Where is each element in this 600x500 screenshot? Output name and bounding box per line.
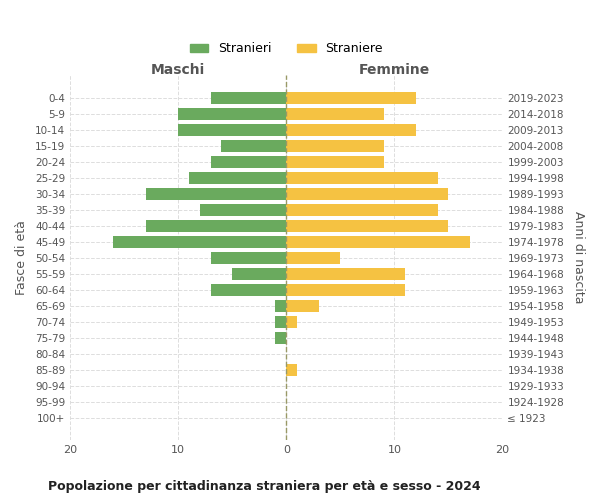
Bar [146, 220, 286, 232]
Bar [286, 316, 297, 328]
Bar [178, 124, 286, 136]
Bar [211, 284, 286, 296]
Bar [178, 108, 286, 120]
Bar [211, 252, 286, 264]
Bar [286, 268, 405, 280]
Bar [275, 300, 286, 312]
Bar [286, 252, 340, 264]
Bar [286, 220, 448, 232]
Text: Femmine: Femmine [359, 62, 430, 76]
Bar [189, 172, 286, 183]
Y-axis label: Anni di nascita: Anni di nascita [572, 212, 585, 304]
Bar [211, 92, 286, 104]
Bar [286, 172, 437, 183]
Bar [232, 268, 286, 280]
Bar [286, 156, 383, 168]
Bar [286, 140, 383, 151]
Bar [286, 92, 416, 104]
Bar [286, 108, 383, 120]
Bar [286, 204, 437, 216]
Bar [286, 300, 319, 312]
Bar [200, 204, 286, 216]
Bar [211, 156, 286, 168]
Text: Maschi: Maschi [151, 62, 205, 76]
Bar [286, 284, 405, 296]
Bar [146, 188, 286, 200]
Bar [286, 364, 297, 376]
Bar [286, 124, 416, 136]
Y-axis label: Fasce di età: Fasce di età [15, 220, 28, 295]
Bar [286, 188, 448, 200]
Legend: Stranieri, Straniere: Stranieri, Straniere [185, 38, 388, 60]
Bar [275, 316, 286, 328]
Text: Popolazione per cittadinanza straniera per età e sesso - 2024: Popolazione per cittadinanza straniera p… [48, 480, 481, 493]
Bar [286, 236, 470, 248]
Bar [113, 236, 286, 248]
Bar [275, 332, 286, 344]
Bar [221, 140, 286, 151]
